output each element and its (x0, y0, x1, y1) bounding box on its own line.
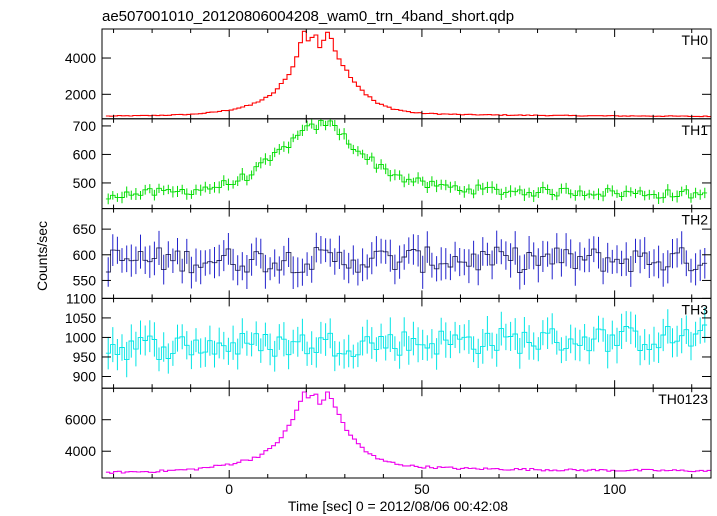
chart-title: ae507001010_20120806004208_wam0_trn_4ban… (102, 8, 514, 25)
y-tick-label: 700 (73, 118, 97, 134)
panel-label: TH3 (682, 301, 709, 317)
panel-label: TH2 (682, 212, 709, 228)
y-tick-label: 2000 (65, 86, 96, 102)
error-bars (107, 118, 706, 205)
y-tick-label: 600 (73, 146, 97, 162)
panel-th2: 550 600 650 TH2 (73, 208, 712, 299)
y-tick-label: 900 (73, 368, 97, 384)
x-tick-label: 50 (414, 481, 430, 497)
y-tick-label: 550 (73, 272, 97, 288)
error-bars (107, 230, 706, 290)
panel-frame (101, 28, 712, 120)
series-trace (105, 118, 708, 205)
panel-label: TH0 (682, 32, 709, 48)
y-tick-label: 6000 (65, 412, 96, 428)
series-trace (105, 230, 708, 290)
series-trace (105, 30, 711, 118)
x-tick-label: 0 (225, 481, 233, 497)
series-trace (105, 391, 711, 474)
y-tick-label: 1100 (66, 290, 96, 306)
panel-frame (101, 387, 712, 479)
series-line (105, 324, 708, 361)
series-line (105, 391, 711, 474)
series-line (105, 30, 711, 118)
panel-th3: 900 950 1000 1050 1100 TH3 (65, 290, 712, 389)
y-tick-label: 4000 (65, 50, 96, 66)
panel-label: TH1 (682, 122, 709, 138)
series-trace (105, 307, 708, 378)
y-tick-label: 600 (73, 247, 97, 263)
y-tick-label: 500 (73, 175, 97, 191)
y-tick-label: 1000 (65, 329, 96, 345)
series-line (105, 246, 708, 274)
x-tick-label: 100 (603, 481, 627, 497)
y-tick-label: 950 (73, 349, 97, 365)
y-tick-label: 650 (73, 221, 97, 237)
x-axis-label: Time [sec] 0 = 2012/08/06 00:42:08 (288, 498, 508, 514)
panel-th0: 2000 4000 TH0 (65, 28, 712, 120)
y-tick-label: 4000 (65, 443, 96, 459)
panel-th0123: 4000 6000 TH0123 (65, 387, 712, 479)
panel-label: TH0123 (658, 391, 708, 407)
series-line (105, 119, 708, 200)
panel-th1: 500 600 700 TH1 (73, 118, 712, 210)
y-axis-label: Counts/sec (34, 221, 50, 291)
y-tick-label: 1050 (65, 310, 96, 326)
